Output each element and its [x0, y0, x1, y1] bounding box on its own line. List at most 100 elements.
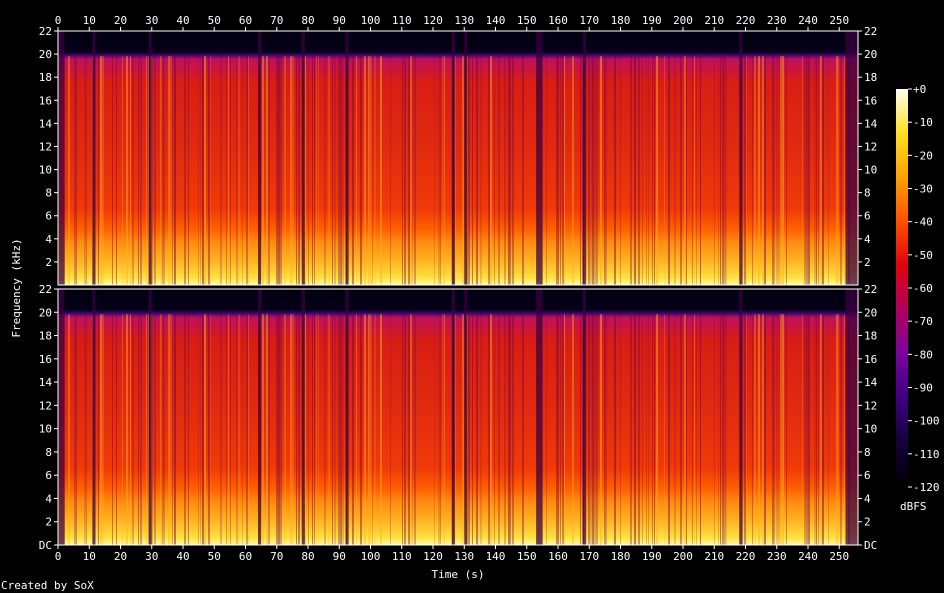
colorbar-tick-label: -70 [913, 315, 933, 328]
x-tick-label: 240 [798, 550, 818, 563]
y-tick-label: 6 [45, 210, 52, 223]
x-tick-label: 110 [392, 550, 412, 563]
x-axis-label: Time (s) [432, 568, 485, 581]
quiet-interval [345, 289, 349, 545]
y-tick-label: 10 [864, 423, 877, 436]
channel-2-frame [57, 288, 859, 546]
x-tick-label: 160 [548, 14, 568, 27]
x-tick-label: 0 [55, 550, 62, 563]
colorbar-tick-label: -50 [913, 249, 933, 262]
x-tick-label: 140 [486, 550, 506, 563]
x-tick-label: 100 [361, 550, 381, 563]
quiet-interval [58, 31, 65, 285]
y-tick-label: 4 [45, 492, 52, 505]
x-tick-label: 60 [239, 550, 252, 563]
y-tick-label: DC [39, 539, 52, 552]
quiet-interval [148, 289, 152, 545]
quiet-interval [536, 31, 543, 285]
y-tick-label: 14 [864, 117, 878, 130]
x-tick-label: 70 [270, 14, 283, 27]
y-tick-label: 18 [864, 71, 877, 84]
y-tick-label: 6 [45, 469, 52, 482]
colorbar-tick-label: -80 [913, 348, 933, 361]
y-tick-label: 12 [39, 399, 52, 412]
quiet-interval [845, 289, 858, 545]
x-tick-label: 210 [704, 550, 724, 563]
y-tick-label: 12 [864, 140, 877, 153]
x-tick-label: 130 [454, 550, 474, 563]
y-tick-label: 6 [864, 469, 871, 482]
y-tick-label: 22 [39, 25, 52, 38]
x-tick-label: 240 [798, 14, 818, 27]
quiet-interval [536, 289, 543, 545]
y-tick-label: 12 [864, 399, 877, 412]
quiet-interval [58, 289, 65, 545]
x-tick-label: 30 [145, 550, 158, 563]
quiet-interval [92, 31, 96, 285]
colorbar-ticks: +0 -10 -20 -30 -40 -50 -60 -70 -80 -90 -100 -110 -12… [908, 83, 940, 494]
x-tick-label: 40 [176, 550, 189, 563]
y-tick-label: 18 [864, 330, 877, 343]
y-tick-label: 22 [39, 283, 52, 296]
x-tick-label: 50 [208, 14, 221, 27]
y-tick-label: 4 [864, 492, 871, 505]
y-tick-label: 14 [39, 376, 53, 389]
y-tick-label: DC [864, 539, 877, 552]
y-tick-label: 18 [39, 330, 52, 343]
quiet-interval [258, 31, 262, 285]
y-tick-label: 20 [864, 306, 877, 319]
x-tick-label: 50 [208, 550, 221, 563]
x-tick-label: 150 [517, 550, 537, 563]
x-tick-label: 110 [392, 14, 412, 27]
x-tick-label: 140 [486, 14, 506, 27]
x-tick-label: 40 [176, 14, 189, 27]
x-tick-label: 60 [239, 14, 252, 27]
y-tick-label: 4 [45, 233, 52, 246]
quiet-interval [451, 31, 455, 285]
y-tick-label: 20 [864, 48, 877, 61]
x-tick-label: 170 [579, 14, 599, 27]
quiet-interval [345, 31, 349, 285]
x-tick-label: 200 [673, 14, 693, 27]
y-axis-label: Frequency (kHz) [10, 238, 23, 337]
y-tick-label: 10 [39, 423, 52, 436]
y-tick-label: 2 [45, 256, 52, 269]
x-tick-label: 180 [611, 14, 631, 27]
x-tick-label: 20 [114, 14, 127, 27]
x-axis-top-ticks: 0 10 20 30 40 50 60 70 80 90 100 110 120 130 140 150 160… [55, 14, 849, 31]
quiet-interval [583, 289, 587, 545]
y-tick-label: 14 [39, 117, 53, 130]
x-tick-label: 250 [829, 550, 849, 563]
x-tick-label: 10 [83, 14, 96, 27]
x-tick-label: 10 [83, 550, 96, 563]
quiet-interval [451, 289, 455, 545]
y-tick-label: 20 [39, 306, 52, 319]
y-tick-label: 10 [39, 164, 52, 177]
x-tick-label: 120 [423, 550, 443, 563]
x-tick-label: 130 [454, 14, 474, 27]
y-tick-label: 16 [864, 94, 877, 107]
quiet-interval [845, 31, 858, 285]
channel-2-spectrogram [57, 288, 859, 546]
y-tick-label: 14 [864, 376, 878, 389]
x-tick-label: 0 [55, 14, 62, 27]
x-tick-label: 180 [611, 550, 631, 563]
x-axis-bottom-ticks: 0 10 20 30 40 50 60 70 80 90 100 110 120 130 140 150 160… [55, 545, 849, 563]
x-tick-label: 120 [423, 14, 443, 27]
x-tick-label: 230 [767, 550, 787, 563]
y-tick-label: 2 [45, 516, 52, 529]
credit-text: Created by SoX [1, 579, 94, 592]
y-tick-label: 22 [864, 283, 877, 296]
x-tick-label: 100 [361, 14, 381, 27]
quiet-interval [258, 289, 262, 545]
quiet-interval [464, 289, 468, 545]
y-tick-label: 16 [39, 353, 52, 366]
x-tick-label: 210 [704, 14, 724, 27]
x-tick-label: 200 [673, 550, 693, 563]
x-tick-label: 30 [145, 14, 158, 27]
y-tick-label: 12 [39, 140, 52, 153]
x-tick-label: 190 [642, 550, 662, 563]
quiet-interval [739, 31, 743, 285]
